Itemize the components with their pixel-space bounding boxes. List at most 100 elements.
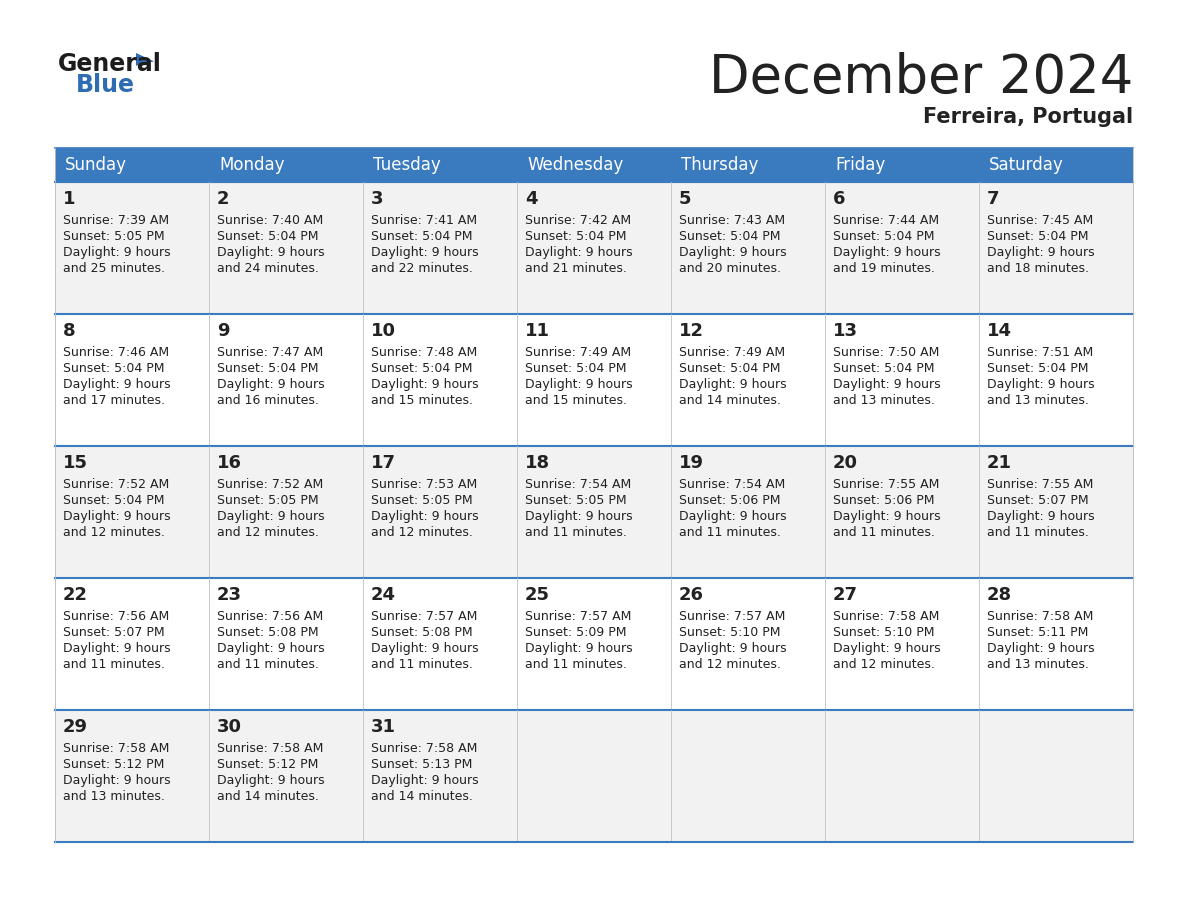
- Text: 16: 16: [217, 454, 242, 472]
- Text: 1: 1: [63, 190, 76, 208]
- Text: Sunrise: 7:58 AM: Sunrise: 7:58 AM: [217, 742, 323, 755]
- Text: 27: 27: [833, 586, 858, 604]
- Text: Daylight: 9 hours: Daylight: 9 hours: [833, 378, 941, 391]
- Text: Sunrise: 7:57 AM: Sunrise: 7:57 AM: [371, 610, 478, 623]
- Text: Sunrise: 7:43 AM: Sunrise: 7:43 AM: [680, 214, 785, 227]
- Text: Daylight: 9 hours: Daylight: 9 hours: [680, 378, 786, 391]
- Text: Daylight: 9 hours: Daylight: 9 hours: [987, 378, 1094, 391]
- Text: Sunrise: 7:40 AM: Sunrise: 7:40 AM: [217, 214, 323, 227]
- Text: 12: 12: [680, 322, 704, 340]
- Text: Sunrise: 7:53 AM: Sunrise: 7:53 AM: [371, 478, 478, 491]
- Text: Sunset: 5:04 PM: Sunset: 5:04 PM: [371, 362, 473, 375]
- Text: Tuesday: Tuesday: [373, 156, 441, 174]
- Text: and 11 minutes.: and 11 minutes.: [217, 658, 318, 671]
- Text: Daylight: 9 hours: Daylight: 9 hours: [833, 246, 941, 259]
- Text: Daylight: 9 hours: Daylight: 9 hours: [833, 642, 941, 655]
- Text: 3: 3: [371, 190, 384, 208]
- Text: Sunset: 5:12 PM: Sunset: 5:12 PM: [217, 758, 318, 771]
- Text: Daylight: 9 hours: Daylight: 9 hours: [680, 246, 786, 259]
- Text: Daylight: 9 hours: Daylight: 9 hours: [371, 378, 479, 391]
- Text: Sunrise: 7:52 AM: Sunrise: 7:52 AM: [63, 478, 169, 491]
- Text: 23: 23: [217, 586, 242, 604]
- Text: 13: 13: [833, 322, 858, 340]
- Text: Sunset: 5:06 PM: Sunset: 5:06 PM: [680, 494, 781, 507]
- Text: Sunrise: 7:58 AM: Sunrise: 7:58 AM: [833, 610, 940, 623]
- Text: Sunrise: 7:58 AM: Sunrise: 7:58 AM: [63, 742, 170, 755]
- Bar: [55, 578, 1133, 710]
- Text: Sunrise: 7:52 AM: Sunrise: 7:52 AM: [217, 478, 323, 491]
- Text: and 14 minutes.: and 14 minutes.: [217, 790, 318, 803]
- Text: Sunrise: 7:46 AM: Sunrise: 7:46 AM: [63, 346, 169, 359]
- Text: and 25 minutes.: and 25 minutes.: [63, 262, 165, 275]
- Text: 9: 9: [217, 322, 229, 340]
- Text: Sunset: 5:07 PM: Sunset: 5:07 PM: [63, 626, 165, 639]
- Text: Sunrise: 7:55 AM: Sunrise: 7:55 AM: [987, 478, 1093, 491]
- Text: 26: 26: [680, 586, 704, 604]
- Text: and 12 minutes.: and 12 minutes.: [371, 526, 473, 539]
- Text: Daylight: 9 hours: Daylight: 9 hours: [525, 246, 633, 259]
- Text: Daylight: 9 hours: Daylight: 9 hours: [371, 774, 479, 787]
- Text: and 11 minutes.: and 11 minutes.: [525, 526, 627, 539]
- Text: Daylight: 9 hours: Daylight: 9 hours: [525, 378, 633, 391]
- Bar: [209, 148, 364, 182]
- Text: 30: 30: [217, 718, 242, 736]
- Text: Daylight: 9 hours: Daylight: 9 hours: [987, 510, 1094, 523]
- Text: Daylight: 9 hours: Daylight: 9 hours: [63, 246, 171, 259]
- Text: and 11 minutes.: and 11 minutes.: [63, 658, 165, 671]
- Text: Sunrise: 7:50 AM: Sunrise: 7:50 AM: [833, 346, 940, 359]
- Text: Daylight: 9 hours: Daylight: 9 hours: [680, 642, 786, 655]
- Text: Sunset: 5:10 PM: Sunset: 5:10 PM: [833, 626, 935, 639]
- Text: Sunrise: 7:48 AM: Sunrise: 7:48 AM: [371, 346, 478, 359]
- Text: and 21 minutes.: and 21 minutes.: [525, 262, 627, 275]
- Text: Sunrise: 7:49 AM: Sunrise: 7:49 AM: [680, 346, 785, 359]
- Bar: [517, 148, 671, 182]
- Text: Wednesday: Wednesday: [527, 156, 624, 174]
- Text: and 16 minutes.: and 16 minutes.: [217, 394, 318, 407]
- Text: Sunset: 5:06 PM: Sunset: 5:06 PM: [833, 494, 935, 507]
- Text: and 12 minutes.: and 12 minutes.: [680, 658, 781, 671]
- Text: Sunset: 5:10 PM: Sunset: 5:10 PM: [680, 626, 781, 639]
- Text: Sunset: 5:04 PM: Sunset: 5:04 PM: [987, 362, 1088, 375]
- Text: and 12 minutes.: and 12 minutes.: [217, 526, 318, 539]
- Text: Daylight: 9 hours: Daylight: 9 hours: [63, 510, 171, 523]
- Text: 24: 24: [371, 586, 396, 604]
- Text: Daylight: 9 hours: Daylight: 9 hours: [371, 642, 479, 655]
- Bar: [364, 148, 517, 182]
- Text: and 13 minutes.: and 13 minutes.: [63, 790, 165, 803]
- Text: Daylight: 9 hours: Daylight: 9 hours: [987, 246, 1094, 259]
- Text: Daylight: 9 hours: Daylight: 9 hours: [63, 774, 171, 787]
- Text: Sunrise: 7:54 AM: Sunrise: 7:54 AM: [680, 478, 785, 491]
- Text: 28: 28: [987, 586, 1012, 604]
- Polygon shape: [135, 53, 154, 66]
- Text: Sunset: 5:08 PM: Sunset: 5:08 PM: [371, 626, 473, 639]
- Text: and 14 minutes.: and 14 minutes.: [680, 394, 781, 407]
- Text: Sunrise: 7:54 AM: Sunrise: 7:54 AM: [525, 478, 631, 491]
- Text: and 11 minutes.: and 11 minutes.: [987, 526, 1089, 539]
- Text: 7: 7: [987, 190, 999, 208]
- Text: Sunday: Sunday: [65, 156, 127, 174]
- Text: 31: 31: [371, 718, 396, 736]
- Text: Monday: Monday: [219, 156, 284, 174]
- Text: 8: 8: [63, 322, 76, 340]
- Bar: [55, 314, 1133, 446]
- Text: and 11 minutes.: and 11 minutes.: [833, 526, 935, 539]
- Bar: [671, 148, 824, 182]
- Text: Sunset: 5:09 PM: Sunset: 5:09 PM: [525, 626, 626, 639]
- Text: Sunset: 5:05 PM: Sunset: 5:05 PM: [525, 494, 626, 507]
- Text: Sunrise: 7:56 AM: Sunrise: 7:56 AM: [63, 610, 169, 623]
- Text: 19: 19: [680, 454, 704, 472]
- Text: 21: 21: [987, 454, 1012, 472]
- Text: Friday: Friday: [835, 156, 885, 174]
- Text: Daylight: 9 hours: Daylight: 9 hours: [217, 246, 324, 259]
- Bar: [55, 446, 1133, 578]
- Text: Sunset: 5:04 PM: Sunset: 5:04 PM: [63, 362, 164, 375]
- Text: Daylight: 9 hours: Daylight: 9 hours: [63, 642, 171, 655]
- Text: Sunrise: 7:45 AM: Sunrise: 7:45 AM: [987, 214, 1093, 227]
- Text: Sunset: 5:04 PM: Sunset: 5:04 PM: [833, 230, 935, 243]
- Text: Sunrise: 7:58 AM: Sunrise: 7:58 AM: [371, 742, 478, 755]
- Text: Sunrise: 7:58 AM: Sunrise: 7:58 AM: [987, 610, 1093, 623]
- Text: Sunrise: 7:55 AM: Sunrise: 7:55 AM: [833, 478, 940, 491]
- Text: 15: 15: [63, 454, 88, 472]
- Text: Daylight: 9 hours: Daylight: 9 hours: [525, 510, 633, 523]
- Text: 2: 2: [217, 190, 229, 208]
